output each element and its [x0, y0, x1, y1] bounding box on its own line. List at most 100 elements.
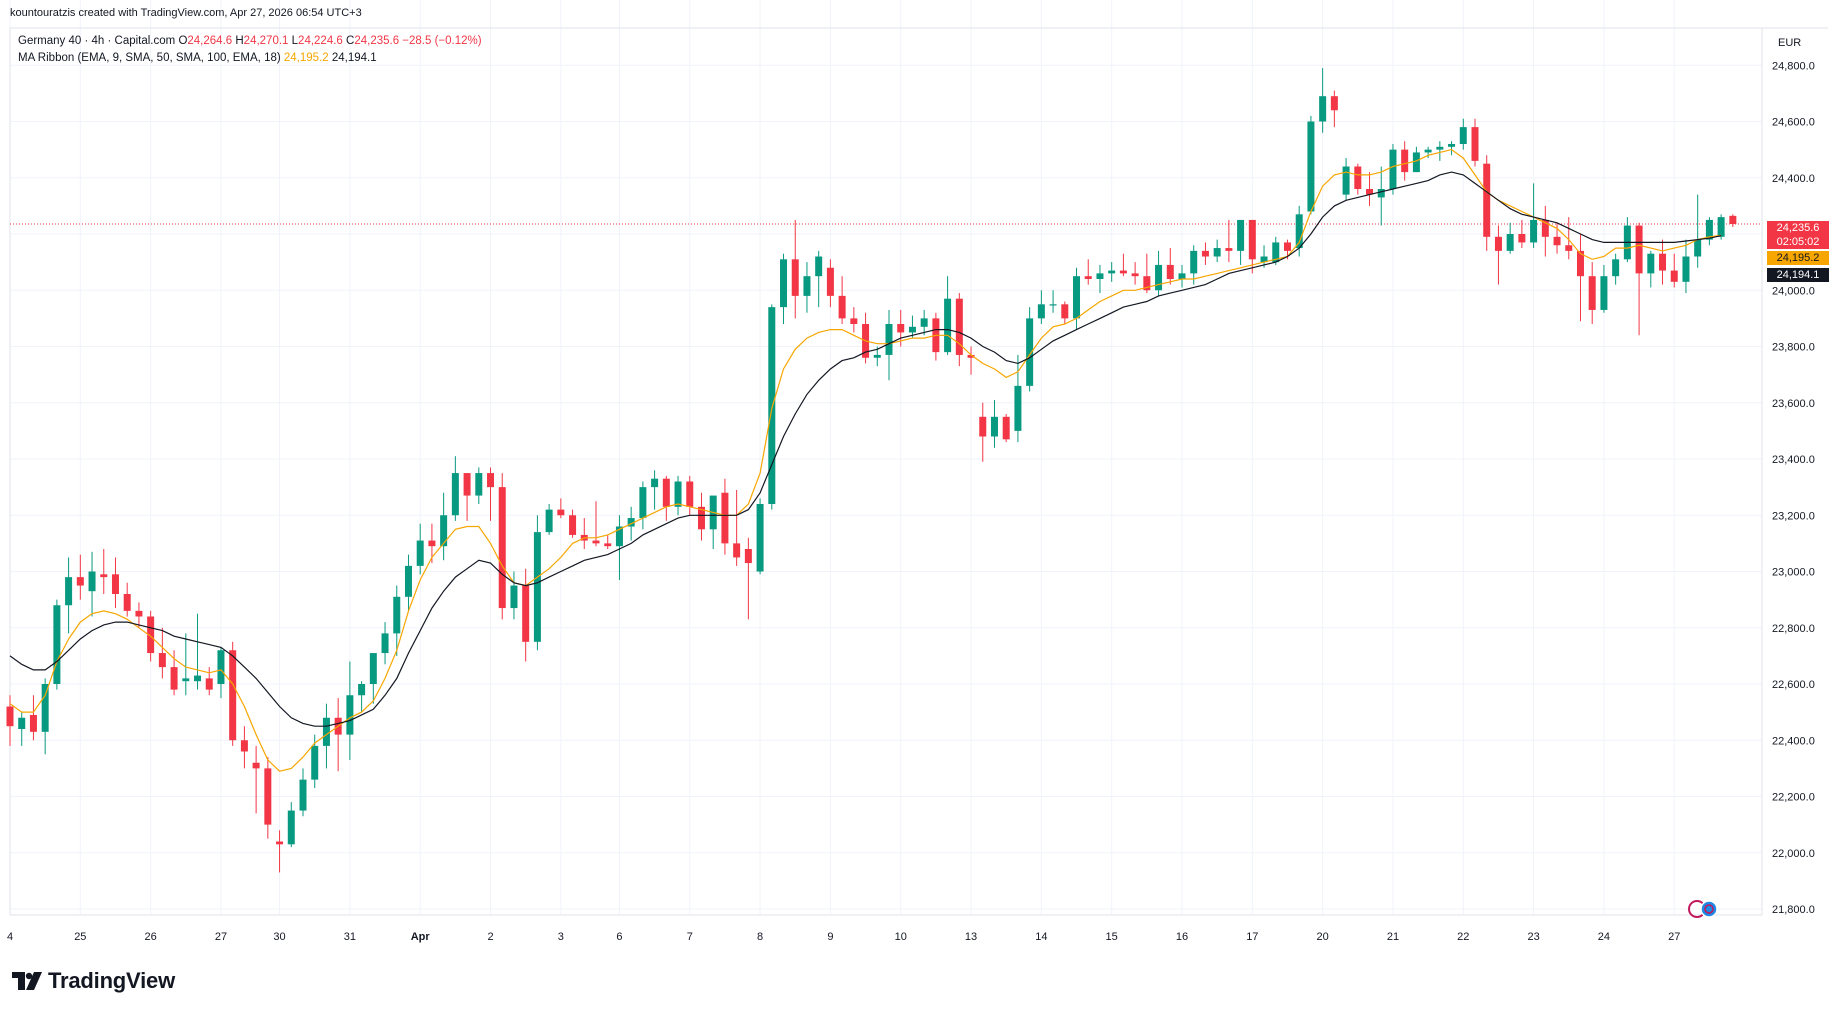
candle-body	[1705, 219, 1713, 240]
candle	[1565, 217, 1573, 260]
candle-body	[1155, 264, 1163, 291]
candle	[88, 551, 96, 617]
time-tick-label: 30	[273, 931, 285, 943]
price-tick-label: 23,000.0	[1772, 567, 1815, 579]
candle-body	[897, 324, 905, 333]
candle	[18, 712, 26, 746]
last-price-tag: 24,235.6 02:05:02	[1767, 221, 1829, 249]
currency-label[interactable]: EUR	[1778, 37, 1802, 49]
price-tick-label: 23,200.0	[1772, 510, 1815, 522]
candle	[475, 467, 483, 504]
candle-body	[744, 549, 752, 564]
candle-body	[381, 633, 389, 654]
candle	[1389, 144, 1397, 195]
ma-slow-line	[9, 171, 1722, 727]
candle	[6, 695, 14, 746]
candle-body	[791, 259, 799, 296]
candle	[1494, 225, 1502, 285]
price-tick-label: 21,800.0	[1772, 904, 1815, 916]
ma-fast-tag: 24,195.2	[1767, 251, 1829, 265]
candle-body	[358, 684, 366, 696]
candle-body	[88, 571, 96, 592]
candle-body	[1647, 253, 1655, 274]
candle-body	[416, 540, 424, 566]
candle	[276, 830, 284, 873]
candles	[6, 68, 1737, 873]
candle	[604, 534, 612, 549]
candle-body	[1354, 166, 1362, 189]
candle	[170, 650, 178, 696]
time-tick-label: 13	[965, 931, 977, 943]
candle-body	[205, 678, 213, 690]
candle	[1647, 250, 1655, 288]
candle-body	[276, 841, 284, 845]
candle-body	[1412, 152, 1420, 173]
candle	[592, 501, 600, 547]
candle	[522, 568, 530, 662]
candle-body	[498, 487, 506, 609]
candle	[1518, 219, 1526, 249]
candle	[217, 647, 225, 699]
attribution-text: kountouratzis created with TradingView.c…	[10, 7, 362, 19]
candle-body	[135, 610, 143, 617]
candle-body	[147, 616, 155, 654]
price-tick-label: 24,000.0	[1772, 285, 1815, 297]
candle	[1600, 264, 1608, 313]
candle-body	[1026, 318, 1034, 386]
axis-frame	[9, 27, 1828, 916]
globe-icon[interactable]	[1700, 900, 1718, 918]
candle-body	[1530, 219, 1538, 243]
candle-body	[393, 596, 401, 634]
candle-body	[1389, 149, 1397, 189]
candle	[850, 307, 858, 333]
candle	[557, 498, 565, 519]
candle-body	[1576, 250, 1584, 277]
time-tick-label: 17	[1246, 931, 1258, 943]
candle-body	[1283, 242, 1291, 251]
price-tick-label: 23,400.0	[1772, 454, 1815, 466]
candle	[1307, 115, 1315, 215]
candle-body	[533, 532, 541, 642]
candle-body	[1143, 276, 1151, 291]
compare-icons[interactable]	[1688, 900, 1718, 918]
candle-body	[1342, 166, 1350, 195]
candle	[651, 470, 659, 510]
candle-body	[1682, 256, 1690, 282]
tradingview-logo[interactable]: TradingView	[12, 968, 175, 994]
candle-body	[229, 650, 237, 741]
candle-body	[1319, 96, 1327, 122]
candle-body	[1436, 146, 1444, 150]
candle-body	[1541, 219, 1549, 237]
candle	[498, 473, 506, 620]
candle-body	[686, 481, 694, 507]
indicator-legend[interactable]: MA Ribbon (EMA, 9, SMA, 50, SMA, 100, EM…	[18, 52, 377, 64]
candle-body	[1565, 245, 1573, 251]
indicator-title[interactable]: MA Ribbon (EMA, 9, SMA, 50, SMA, 100, EM…	[18, 52, 281, 64]
candle	[826, 259, 834, 308]
time-tick-label: 2	[487, 931, 493, 943]
candle	[393, 585, 401, 656]
price-tick-label: 23,600.0	[1772, 398, 1815, 410]
candle-body	[76, 577, 84, 586]
candle	[733, 489, 741, 566]
candle	[322, 703, 330, 769]
candle	[1084, 259, 1092, 285]
time-tick-label: 26	[145, 931, 157, 943]
candle-body	[1307, 121, 1315, 212]
candle-body	[651, 478, 659, 488]
candle-body	[1213, 248, 1221, 257]
candle-body	[1014, 385, 1022, 431]
candle	[639, 481, 647, 530]
tradingview-logo-icon	[12, 972, 42, 990]
candle	[756, 498, 764, 575]
symbol-name[interactable]: Germany 40 · 4h · Capital.com	[18, 35, 176, 47]
candle-body	[1635, 225, 1643, 274]
candle-body	[850, 318, 858, 324]
candle-body	[451, 473, 459, 516]
candle	[1272, 236, 1280, 265]
candle	[1143, 253, 1151, 294]
candle	[1448, 141, 1456, 156]
candle-body	[1670, 270, 1678, 282]
symbol-legend[interactable]: Germany 40 · 4h · Capital.com O24,264.6 …	[18, 35, 482, 47]
